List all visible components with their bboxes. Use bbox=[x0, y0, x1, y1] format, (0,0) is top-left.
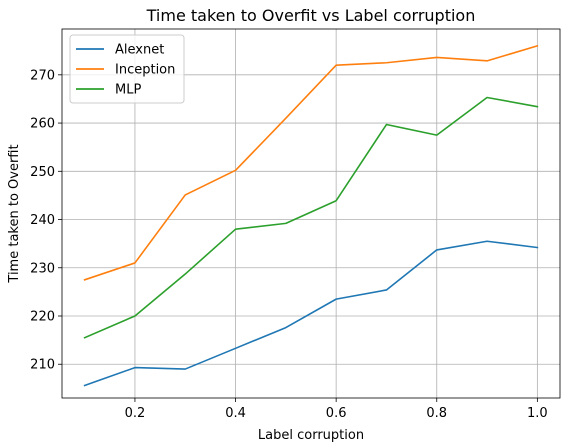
x-tick-label: 0.2 bbox=[125, 406, 146, 421]
legend-label-alexnet: Alexnet bbox=[115, 43, 164, 58]
x-axis-ticks: 0.2 0.4 0.6 0.8 1.0 bbox=[125, 398, 548, 421]
plot-frame bbox=[61, 28, 561, 399]
x-axis-label: Label corruption bbox=[258, 428, 364, 443]
x-tick-label: 1.0 bbox=[527, 406, 548, 421]
y-tick-label: 240 bbox=[30, 213, 55, 228]
chart-title: Time taken to Overfit vs Label corruptio… bbox=[146, 6, 476, 25]
y-axis-label: Time taken to Overfit bbox=[7, 144, 22, 283]
y-axis-ticks: 210 220 230 240 250 260 270 bbox=[30, 68, 62, 373]
legend-box bbox=[69, 34, 185, 104]
series-line-inception bbox=[83, 44, 539, 281]
series-line-mlp bbox=[83, 96, 539, 339]
legend: Alexnet Inception MLP bbox=[69, 34, 185, 104]
legend-label-mlp: MLP bbox=[115, 83, 141, 98]
y-tick-label: 260 bbox=[30, 117, 55, 132]
legend-label-inception: Inception bbox=[115, 63, 175, 78]
x-tick-label: 0.4 bbox=[225, 406, 246, 421]
y-tick-label: 270 bbox=[30, 68, 55, 83]
y-tick-label: 230 bbox=[30, 261, 55, 276]
series-line-alexnet bbox=[83, 240, 539, 387]
x-tick-label: 0.8 bbox=[426, 406, 447, 421]
y-tick-label: 250 bbox=[30, 165, 55, 180]
x-tick-label: 0.6 bbox=[326, 406, 347, 421]
y-tick-label: 220 bbox=[30, 310, 55, 325]
y-tick-label: 210 bbox=[30, 358, 55, 373]
series-layer bbox=[83, 44, 539, 387]
